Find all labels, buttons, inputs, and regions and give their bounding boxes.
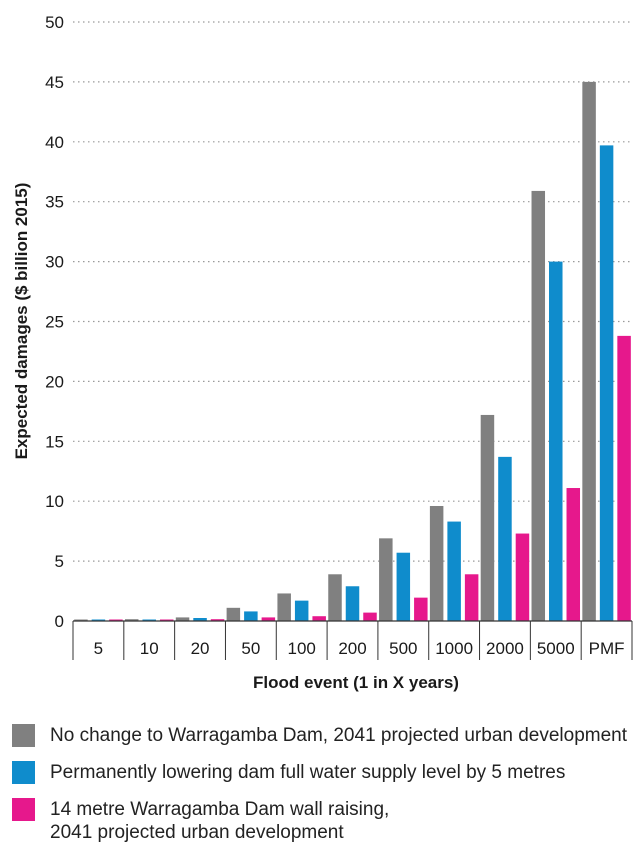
bar bbox=[566, 488, 581, 621]
bar bbox=[124, 619, 139, 621]
bar bbox=[363, 612, 377, 621]
legend-label: Permanently lowering dam full water supp… bbox=[50, 761, 630, 784]
legend-swatch-blue bbox=[12, 761, 35, 784]
bar bbox=[312, 616, 326, 621]
y-tick-label: 10 bbox=[45, 492, 64, 511]
legend-item-wall-raising: 14 metre Warragamba Dam wall raising, 20… bbox=[12, 798, 632, 858]
x-tick-label: 2000 bbox=[486, 639, 524, 658]
legend-label-line: No change to Warragamba Dam, 2041 projec… bbox=[50, 725, 628, 746]
bar bbox=[142, 619, 156, 621]
bar bbox=[464, 574, 479, 621]
y-axis-ticks: 0 5 10 15 20 25 30 35 40 45 50 bbox=[45, 13, 64, 631]
legend-item-no-change: No change to Warragamba Dam, 2041 projec… bbox=[12, 724, 632, 761]
legend-label-line: Permanently lowering dam full water supp… bbox=[50, 762, 566, 783]
y-tick-label: 0 bbox=[55, 612, 64, 631]
bar bbox=[159, 619, 174, 621]
x-axis-ticks: 5 10 20 50 100 200 500 1000 2000 5000 PMF bbox=[94, 639, 625, 658]
y-axis-title: Expected damages ($ billion 2015) bbox=[12, 183, 31, 460]
y-tick-label: 15 bbox=[45, 432, 64, 451]
x-tick-label: 1000 bbox=[435, 639, 473, 658]
bar bbox=[582, 81, 596, 621]
legend-swatch-pink bbox=[12, 798, 35, 821]
bar bbox=[429, 505, 444, 621]
bar bbox=[515, 533, 530, 621]
y-tick-label: 5 bbox=[55, 552, 64, 571]
bar bbox=[226, 607, 241, 621]
bar bbox=[261, 617, 276, 621]
bar bbox=[294, 600, 309, 621]
bar bbox=[244, 611, 258, 621]
legend-item-lowering: Permanently lowering dam full water supp… bbox=[12, 761, 632, 798]
x-axis bbox=[72, 620, 633, 660]
y-tick-label: 35 bbox=[45, 193, 64, 212]
bar bbox=[396, 552, 411, 621]
y-tick-label: 40 bbox=[45, 133, 64, 152]
legend: No change to Warragamba Dam, 2041 projec… bbox=[12, 724, 632, 858]
bar bbox=[480, 414, 495, 621]
x-axis-title: Flood event (1 in X years) bbox=[253, 673, 459, 692]
bar bbox=[345, 586, 360, 621]
bar bbox=[599, 145, 614, 621]
bar bbox=[193, 618, 207, 621]
x-tick-label: 200 bbox=[338, 639, 366, 658]
x-tick-label: 10 bbox=[140, 639, 159, 658]
grid-lines bbox=[73, 21, 632, 562]
x-tick-label: 5000 bbox=[537, 639, 575, 658]
x-tick-label: 100 bbox=[287, 639, 315, 658]
y-tick-label: 20 bbox=[45, 372, 64, 391]
legend-swatch-gray bbox=[12, 724, 35, 747]
bar bbox=[175, 617, 190, 621]
x-tick-label: 5 bbox=[94, 639, 103, 658]
bar bbox=[109, 619, 123, 621]
bar bbox=[379, 538, 393, 621]
bar bbox=[414, 597, 428, 621]
bar bbox=[447, 521, 461, 621]
y-tick-label: 45 bbox=[45, 73, 64, 92]
bar bbox=[328, 574, 342, 621]
bar bbox=[498, 456, 512, 621]
legend-label-line: 2041 projected urban development bbox=[50, 822, 344, 843]
x-tick-label: 20 bbox=[191, 639, 210, 658]
x-tick-label: PMF bbox=[589, 639, 625, 658]
legend-label-line: 14 metre Warragamba Dam wall raising, bbox=[50, 799, 390, 820]
legend-label: 14 metre Warragamba Dam wall raising, 20… bbox=[50, 798, 630, 844]
bar bbox=[531, 190, 546, 622]
bars bbox=[74, 81, 631, 622]
bar bbox=[277, 593, 291, 621]
bar bbox=[210, 619, 225, 621]
y-tick-label: 50 bbox=[45, 13, 64, 32]
bar-chart: 0 5 10 15 20 25 30 35 40 45 50 5 10 20 50 100 200 500 100… bbox=[12, 13, 633, 692]
bar bbox=[74, 619, 88, 621]
bar bbox=[91, 619, 106, 621]
y-tick-label: 25 bbox=[45, 313, 64, 332]
y-tick-label: 30 bbox=[45, 253, 64, 272]
x-tick-label: 500 bbox=[389, 639, 417, 658]
bar bbox=[549, 261, 563, 621]
bar bbox=[617, 335, 631, 621]
x-tick-label: 50 bbox=[241, 639, 260, 658]
legend-label: No change to Warragamba Dam, 2041 projec… bbox=[50, 724, 630, 747]
